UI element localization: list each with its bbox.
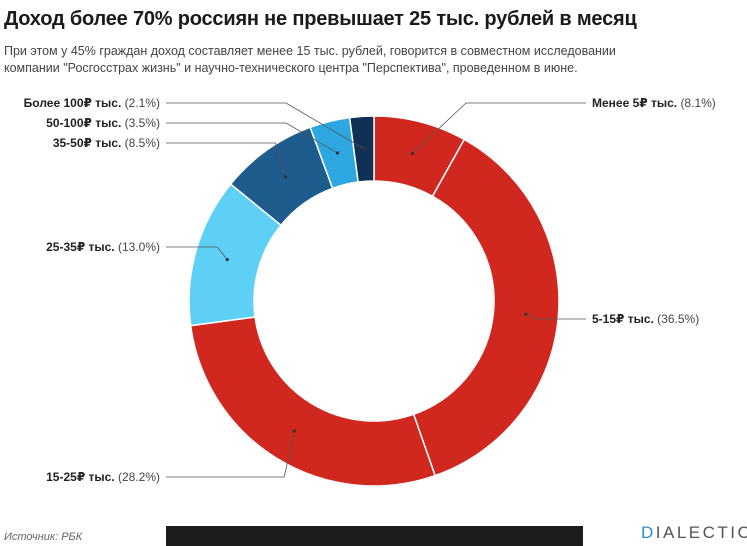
donut-slice bbox=[412, 138, 560, 477]
slice-label-value: (2.1%) bbox=[125, 96, 160, 110]
leader-line bbox=[166, 122, 338, 154]
chart-subtitle: При этом у 45% граждан доход составляет … bbox=[4, 43, 744, 77]
slice-label-value: (28.2%) bbox=[118, 470, 160, 484]
slice-label-name: 15-25₽ тыс. bbox=[46, 470, 118, 484]
chart-title: Доход более 70% россиян не превышает 25 … bbox=[4, 8, 637, 30]
leader-dot bbox=[410, 151, 415, 156]
leader-lines bbox=[166, 102, 586, 478]
slice-label: 5-15₽ тыс. (36.5%) bbox=[592, 312, 699, 326]
slice-label-name: 5-15₽ тыс. bbox=[592, 312, 657, 326]
leader-dot bbox=[225, 257, 229, 262]
leader-line bbox=[166, 102, 365, 150]
subtitle-line-1: При этом у 45% граждан доход составляет … bbox=[4, 44, 616, 58]
leader-dot bbox=[292, 429, 296, 433]
slice-label-name: Более 100₽ тыс. bbox=[24, 96, 125, 110]
slice-label-name: 25-35₽ тыс. bbox=[46, 240, 118, 254]
dialectic-logo: DIALECTIC bbox=[641, 523, 747, 543]
leader-dot bbox=[362, 147, 366, 151]
slice-label: Более 100₽ тыс. (2.1%) bbox=[24, 96, 160, 110]
leader-line bbox=[166, 142, 286, 177]
donut-slice bbox=[348, 115, 375, 183]
slice-label-value: (8.1%) bbox=[680, 96, 715, 110]
slice-label-name: 35-50₽ тыс. bbox=[53, 136, 125, 150]
slice-label-value: (8.5%) bbox=[125, 136, 160, 150]
logo-rest: IALECTIC bbox=[655, 523, 747, 542]
redaction-bar bbox=[166, 526, 583, 546]
leader-line bbox=[525, 313, 586, 320]
leader-dot bbox=[335, 151, 340, 155]
slice-label-value: (13.0%) bbox=[118, 240, 160, 254]
leader-line bbox=[166, 246, 228, 260]
slice-label: 50-100₽ тыс. (3.5%) bbox=[46, 116, 160, 130]
donut-slice bbox=[189, 316, 437, 487]
source-note: Источник: РБК bbox=[4, 531, 83, 543]
slice-label-name: Менее 5₽ тыс. bbox=[592, 96, 680, 110]
leader-line bbox=[166, 430, 295, 478]
subtitle-line-2: компании "Росгосстрах жизнь" и научно-те… bbox=[4, 61, 578, 75]
logo-first-letter: D bbox=[641, 523, 656, 542]
slice-labels: Менее 5₽ тыс. (8.1%) 5-15₽ тыс. (36.5%) 15… bbox=[24, 96, 716, 484]
slice-label: 15-25₽ тыс. (28.2%) bbox=[46, 470, 160, 484]
leader-dot bbox=[283, 175, 288, 179]
slice-label-value: (36.5%) bbox=[657, 312, 699, 326]
leader-line bbox=[412, 102, 586, 154]
slice-label-name: 50-100₽ тыс. bbox=[46, 116, 125, 130]
slice-label: Менее 5₽ тыс. (8.1%) bbox=[592, 96, 716, 110]
slice-label: 35-50₽ тыс. (8.5%) bbox=[53, 136, 160, 150]
donut-slices bbox=[188, 115, 560, 487]
leader-dot bbox=[524, 312, 528, 316]
slice-label: 25-35₽ тыс. (13.0%) bbox=[46, 240, 160, 254]
slice-label-value: (3.5%) bbox=[125, 116, 160, 130]
